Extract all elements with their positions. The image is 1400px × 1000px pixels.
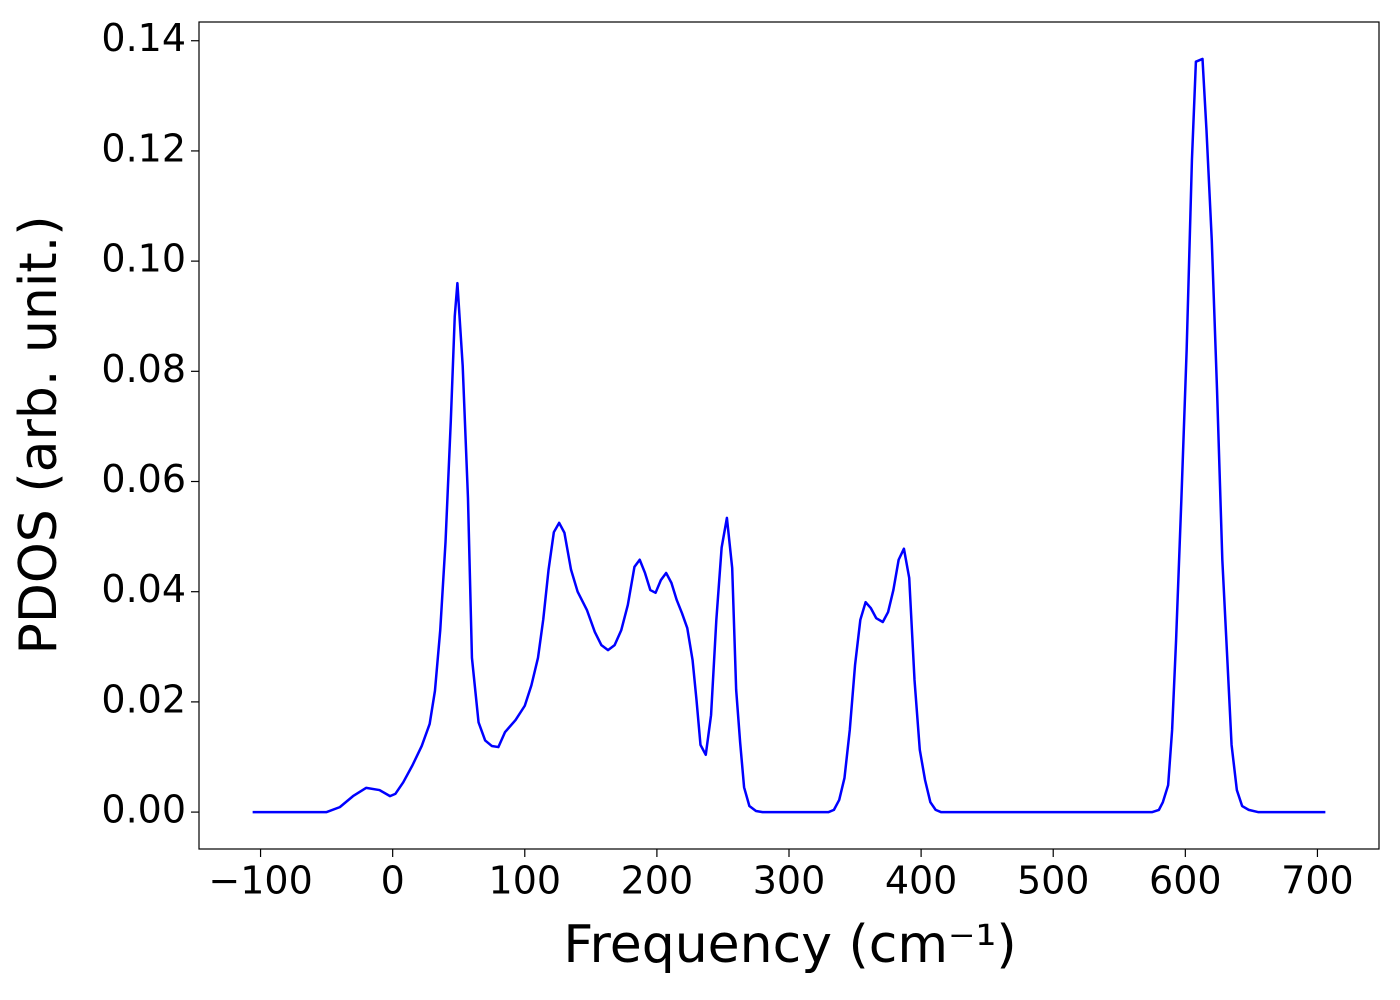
y-tick-label: 0.04 [101,567,186,611]
x-tick-label: 0 [381,859,405,903]
y-tick-label: 0.08 [101,347,186,391]
x-tick-label: 400 [885,859,958,903]
x-tick-label: 200 [621,859,694,903]
x-tick-label: 300 [753,859,826,903]
y-tick-label: 0.14 [101,16,186,60]
x-axis-label: Frequency (cm⁻¹) [563,915,1016,975]
y-tick-label: 0.10 [101,237,186,281]
x-tick-label: 500 [1017,859,1090,903]
x-tick-label: 600 [1149,859,1222,903]
y-tick-label: 0.02 [101,677,186,721]
y-axis-label: PDOS (arb. unit.) [9,215,69,654]
plot-frame [198,21,1380,850]
x-tick-label: −100 [208,859,312,903]
x-tick-label: 700 [1281,859,1354,903]
y-tick-label: 0.12 [101,126,186,170]
data-line [252,57,1326,814]
x-tick-label: 100 [489,859,562,903]
y-tick-label: 0.06 [101,457,186,501]
y-tick-label: 0.00 [101,788,186,832]
